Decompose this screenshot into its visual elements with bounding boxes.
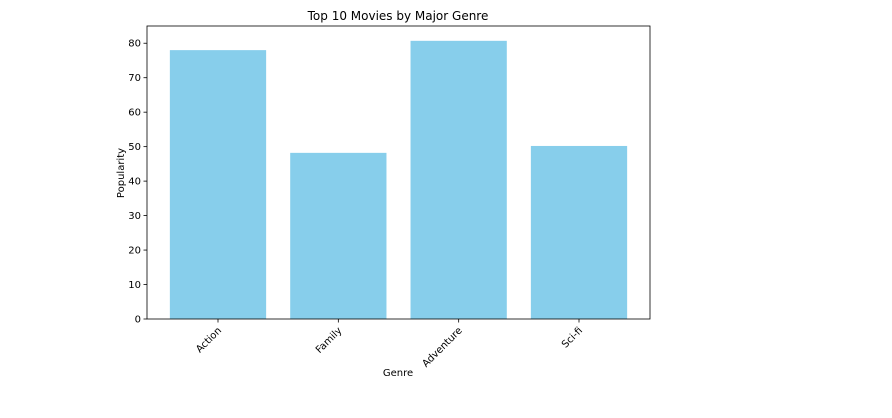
y-tick-label: 0 <box>135 315 141 326</box>
x-tick-label: Adventure <box>420 325 464 369</box>
chart-title: Top 10 Movies by Major Genre <box>307 9 489 23</box>
y-tick-label: 10 <box>128 280 141 291</box>
x-axis-label: Genre <box>383 368 413 379</box>
bars-group <box>169 40 628 319</box>
x-tick-label: Action <box>194 325 224 355</box>
axes-frame <box>146 25 651 320</box>
bar-family <box>290 152 387 319</box>
y-tick-label: 40 <box>128 177 141 188</box>
y-tick-label: 20 <box>128 246 141 257</box>
bar-action <box>169 50 267 319</box>
y-tick-label: 30 <box>128 211 141 222</box>
y-axis-ticks: 0 10 20 30 40 50 60 70 80 <box>128 39 147 326</box>
y-axis-label: Popularity <box>116 148 127 198</box>
x-tick-label: Family <box>314 325 345 356</box>
y-tick-label: 70 <box>128 73 141 84</box>
x-tick-label: Sci-fi <box>560 325 585 350</box>
x-axis-ticks: Action Family Adventure Sci-fi <box>194 319 585 370</box>
y-tick-label: 80 <box>128 39 141 50</box>
bar-adventure <box>410 40 507 319</box>
bar-sci-fi <box>530 145 628 319</box>
y-tick-label: 50 <box>128 142 141 153</box>
y-tick-label: 60 <box>128 108 141 119</box>
plot-area: 0 10 20 30 40 50 60 70 80 Action Family Adventure S… <box>128 25 651 370</box>
